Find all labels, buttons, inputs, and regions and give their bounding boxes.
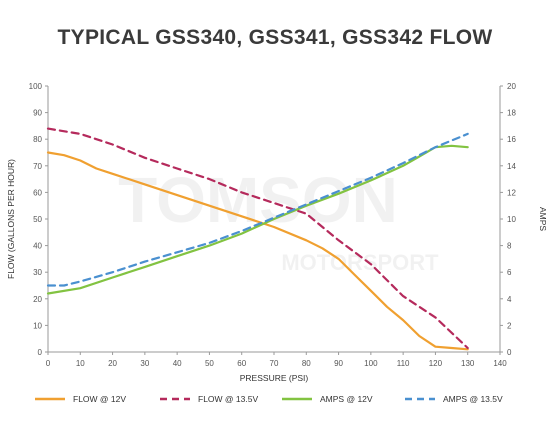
y-left-tick-label: 80 (33, 135, 42, 144)
y-left-tick-label: 0 (38, 348, 43, 357)
x-tick-label: 10 (76, 359, 85, 368)
x-tick-label: 0 (46, 359, 51, 368)
x-tick-label: 140 (493, 359, 507, 368)
x-tick-label: 100 (364, 359, 378, 368)
series-line-flow-12v (46, 151, 469, 351)
y-axis-right-label: AMPS (538, 207, 548, 231)
x-tick-label: 50 (205, 359, 214, 368)
axis-labels: PRESSURE (PSI) FLOW (GALLONS PER HOUR) AMP… (6, 159, 548, 383)
series-line-amps-13-5v (46, 132, 469, 287)
y-right-tick-label: 16 (507, 135, 516, 144)
y-left-tick-label: 20 (33, 295, 42, 304)
y-right-tick-label: 8 (507, 242, 512, 251)
y-right-tick-label: 2 (507, 321, 512, 330)
y-right-tick-label: 20 (507, 82, 516, 91)
chart-axes (45, 85, 503, 355)
y-left-tick-label: 10 (33, 321, 42, 330)
x-tick-label: 20 (108, 359, 117, 368)
y-right-tick-label: 18 (507, 109, 516, 118)
series-lines (46, 127, 469, 351)
chart-title: TYPICAL GSS340, GSS341, GSS342 FLOW (57, 26, 493, 49)
watermark-text: MOTORSPORT (281, 250, 439, 275)
x-tick-label: 30 (140, 359, 149, 368)
y-left-tick-label: 30 (33, 268, 42, 277)
y-axis-left-label: FLOW (GALLONS PER HOUR) (6, 159, 16, 279)
x-tick-label: 120 (429, 359, 443, 368)
legend-label: FLOW @ 12V (73, 394, 126, 404)
y-left-tick-label: 70 (33, 162, 42, 171)
x-axis-label: PRESSURE (PSI) (240, 373, 309, 383)
y-left-tick-label: 90 (33, 109, 42, 118)
tick-labels: 0 10 20 30 40 50 60 70 80 90 100 110 120 130 140010203… (29, 82, 517, 368)
x-tick-label: 130 (461, 359, 475, 368)
y-right-tick-label: 6 (507, 268, 512, 277)
y-left-tick-label: 60 (33, 188, 42, 197)
y-left-tick-label: 50 (33, 215, 42, 224)
legend-label: AMPS @ 12V (320, 394, 373, 404)
y-right-tick-label: 10 (507, 215, 516, 224)
x-tick-label: 40 (173, 359, 182, 368)
x-tick-label: 70 (270, 359, 279, 368)
y-left-tick-label: 40 (33, 242, 42, 251)
x-tick-label: 110 (397, 359, 410, 368)
series-line-flow-13-5v (46, 127, 469, 350)
legend: FLOW @ 12V FLOW @ 13.5V AMPS @ 12V AMPS @ 1… (35, 394, 503, 404)
x-tick-label: 60 (237, 359, 246, 368)
y-right-tick-label: 4 (507, 295, 512, 304)
legend-label: FLOW @ 13.5V (198, 394, 258, 404)
x-tick-label: 80 (302, 359, 311, 368)
y-right-tick-label: 14 (507, 162, 516, 171)
x-tick-label: 90 (334, 359, 343, 368)
y-right-tick-label: 12 (507, 188, 516, 197)
y-left-tick-label: 100 (29, 82, 43, 91)
legend-label: AMPS @ 13.5V (443, 394, 503, 404)
y-right-tick-label: 0 (507, 348, 512, 357)
